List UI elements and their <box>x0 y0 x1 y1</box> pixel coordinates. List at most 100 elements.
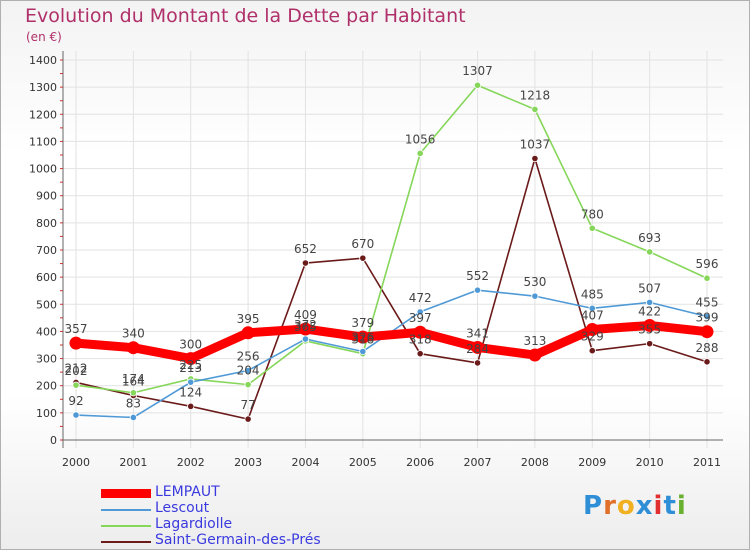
data-point <box>356 330 370 344</box>
data-label: 204 <box>237 364 260 378</box>
logo-letter: o <box>616 491 636 521</box>
data-label: 318 <box>409 333 432 347</box>
data-point <box>473 286 482 294</box>
legend-swatch <box>101 541 151 543</box>
data-label: 395 <box>237 312 260 326</box>
legend-label: Lescout <box>155 500 210 516</box>
data-label: 1307 <box>462 64 493 78</box>
data-label: 164 <box>122 374 145 388</box>
data-point <box>473 81 482 89</box>
data-label: 422 <box>638 304 661 318</box>
data-point <box>126 341 140 355</box>
logo-letter: t <box>663 491 677 521</box>
x-tick-label: 2006 <box>406 456 434 469</box>
data-point <box>585 323 599 337</box>
data-label: 357 <box>65 322 88 336</box>
proxiti-logo: Proxiti <box>583 491 687 521</box>
data-point <box>531 105 539 114</box>
data-point <box>416 350 424 358</box>
data-point <box>241 326 255 340</box>
data-point <box>646 248 654 256</box>
data-point <box>129 389 137 397</box>
logo-letter: r <box>603 491 617 521</box>
data-label: 485 <box>581 287 604 301</box>
data-point <box>244 381 252 389</box>
x-tick-label: 2011 <box>693 456 721 469</box>
data-label: 407 <box>581 309 604 323</box>
y-tick-label: 0 <box>50 434 57 447</box>
y-tick-label: 1000 <box>29 163 57 176</box>
data-point <box>72 411 80 419</box>
data-point <box>588 224 596 232</box>
logo-letter: P <box>583 491 604 521</box>
data-label: 1056 <box>405 132 436 146</box>
data-point <box>244 415 252 423</box>
data-point <box>184 352 198 366</box>
data-label: 83 <box>126 396 141 410</box>
data-point <box>187 402 195 410</box>
y-tick-label: 200 <box>36 380 57 393</box>
data-label: 288 <box>696 341 719 355</box>
data-point <box>72 381 80 389</box>
x-tick-label: 2009 <box>578 456 606 469</box>
data-label: 340 <box>122 327 145 341</box>
x-tick-label: 2007 <box>464 456 492 469</box>
data-label: 213 <box>179 361 202 375</box>
data-label: 365 <box>294 320 317 334</box>
data-point <box>473 359 482 367</box>
x-tick-label: 2008 <box>521 456 549 469</box>
data-label: 507 <box>638 281 661 295</box>
legend-label: Saint-Germain-des-Prés <box>155 532 321 548</box>
legend-swatch <box>101 489 151 498</box>
data-label: 124 <box>179 385 202 399</box>
data-point <box>646 298 654 306</box>
data-point <box>588 304 596 312</box>
data-point <box>531 292 539 300</box>
x-tick-label: 2005 <box>349 456 377 469</box>
data-label: 1037 <box>520 138 551 152</box>
data-label: 313 <box>523 334 546 348</box>
y-tick-label: 800 <box>36 217 57 230</box>
x-tick-label: 2004 <box>291 456 319 469</box>
data-label: 256 <box>237 350 260 364</box>
y-tick-label: 1400 <box>29 54 57 67</box>
data-label: 318 <box>351 333 374 347</box>
data-point <box>643 318 657 332</box>
chart-legend: LEMPAUT Lescout Lagardiolle Saint-Germain-d… <box>101 484 361 549</box>
data-point <box>413 325 427 339</box>
data-label: 472 <box>409 291 432 305</box>
data-point <box>416 149 424 157</box>
data-point <box>301 259 310 267</box>
data-label: 174 <box>122 372 145 386</box>
y-tick-label: 500 <box>36 298 57 311</box>
data-label: 780 <box>581 207 604 221</box>
data-point <box>244 366 252 375</box>
data-label: 329 <box>581 330 604 344</box>
data-label: 399 <box>696 311 719 325</box>
logo-letter: i <box>676 491 687 521</box>
y-tick-label: 1200 <box>29 108 57 121</box>
legend-label: Lagardiolle <box>155 516 233 532</box>
data-label: 455 <box>696 296 719 310</box>
series-line-2 <box>75 84 708 394</box>
data-label: 652 <box>294 242 317 256</box>
data-point <box>416 308 424 316</box>
y-tick-label: 400 <box>36 325 57 338</box>
data-label: 379 <box>351 316 374 330</box>
data-label: 1218 <box>520 88 551 102</box>
legend-item: Lescout <box>101 500 361 517</box>
x-tick-label: 2010 <box>636 456 664 469</box>
data-point <box>471 340 485 354</box>
data-label: 92 <box>68 394 83 408</box>
y-tick-label: 600 <box>36 271 57 284</box>
y-tick-label: 1300 <box>29 81 57 94</box>
data-label: 326 <box>351 331 374 345</box>
chart-subtitle: (en €) <box>26 30 62 44</box>
legend-swatch <box>101 509 151 511</box>
data-point <box>703 312 711 321</box>
data-label: 530 <box>523 275 546 289</box>
logo-letter: x <box>635 491 654 521</box>
x-tick-label: 2001 <box>119 456 147 469</box>
y-tick-label: 1100 <box>29 135 57 148</box>
